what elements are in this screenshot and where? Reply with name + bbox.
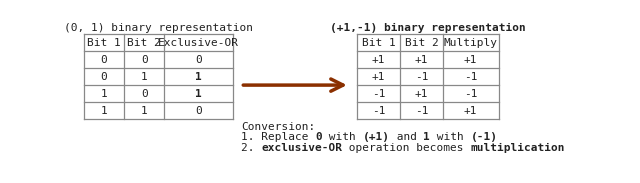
Text: 2.: 2. xyxy=(241,143,262,153)
Text: and: and xyxy=(390,132,424,142)
Text: 1: 1 xyxy=(141,72,148,82)
Text: +1: +1 xyxy=(372,72,385,82)
Text: 0: 0 xyxy=(141,55,148,65)
Text: -1: -1 xyxy=(372,89,385,99)
Text: -1: -1 xyxy=(464,89,477,99)
Text: +1: +1 xyxy=(415,89,428,99)
Text: 1: 1 xyxy=(424,132,430,142)
Text: 1: 1 xyxy=(100,106,108,115)
Text: +1: +1 xyxy=(464,106,477,115)
Text: exclusive-OR: exclusive-OR xyxy=(262,143,342,153)
Text: 0: 0 xyxy=(316,132,322,142)
Text: -1: -1 xyxy=(415,72,428,82)
Text: with: with xyxy=(430,132,470,142)
Text: 0: 0 xyxy=(195,55,202,65)
Text: Exclusive-OR: Exclusive-OR xyxy=(158,38,239,48)
Text: operation becomes: operation becomes xyxy=(342,143,470,153)
Text: 0: 0 xyxy=(100,72,108,82)
Text: Multiply: Multiply xyxy=(444,38,498,48)
Text: 1. Replace: 1. Replace xyxy=(241,132,316,142)
Text: multiplication: multiplication xyxy=(470,143,565,153)
Text: 1: 1 xyxy=(195,89,202,99)
Text: (+1): (+1) xyxy=(363,132,390,142)
Text: Conversion:: Conversion: xyxy=(241,122,316,132)
Text: +1: +1 xyxy=(372,55,385,65)
Text: (0, 1) binary representation: (0, 1) binary representation xyxy=(64,23,253,33)
Text: (-1): (-1) xyxy=(470,132,498,142)
Text: Bit 2: Bit 2 xyxy=(127,38,161,48)
Text: with: with xyxy=(322,132,363,142)
Text: Bit 2: Bit 2 xyxy=(404,38,438,48)
Text: 0: 0 xyxy=(141,89,148,99)
Text: 0: 0 xyxy=(195,106,202,115)
Text: Bit 1: Bit 1 xyxy=(87,38,121,48)
Text: 1: 1 xyxy=(195,72,202,82)
Text: +1: +1 xyxy=(464,55,477,65)
Text: +1: +1 xyxy=(415,55,428,65)
Text: 0: 0 xyxy=(100,55,108,65)
Text: -1: -1 xyxy=(372,106,385,115)
Text: Bit 1: Bit 1 xyxy=(362,38,396,48)
Text: -1: -1 xyxy=(415,106,428,115)
Text: 1: 1 xyxy=(141,106,148,115)
Text: (+1,-1) binary representation: (+1,-1) binary representation xyxy=(330,23,526,33)
Text: -1: -1 xyxy=(464,72,477,82)
Text: 1: 1 xyxy=(100,89,108,99)
